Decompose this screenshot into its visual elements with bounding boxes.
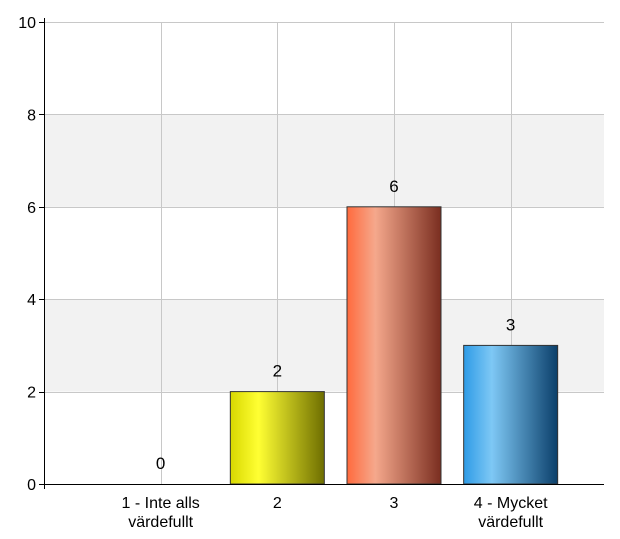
data-label: 3 (506, 315, 515, 334)
x-category-label: 3 (390, 495, 399, 512)
vertical-gridlines (161, 22, 512, 484)
bars (229, 206, 559, 485)
x-category-labels: 1 - Inte alls värdefullt 2 3 4 - Mycket värde… (122, 495, 549, 531)
y-tick-label: 10 (18, 15, 36, 32)
grid-band (44, 114, 604, 207)
data-label: 6 (389, 177, 398, 196)
x-category-label: 2 (273, 495, 282, 512)
data-label: 2 (273, 362, 282, 381)
x-category-label: 1 - Inte alls värdefullt (122, 495, 200, 531)
y-tick-label: 6 (27, 200, 36, 217)
y-tick-labels: 0 2 4 6 8 10 (18, 15, 36, 494)
horizontal-gridlines (44, 22, 604, 393)
bar (346, 206, 442, 485)
x-category-label: 4 - Mycket värdefullt (474, 495, 548, 531)
y-tick-label: 2 (27, 385, 36, 402)
bar (229, 391, 325, 485)
axes (39, 18, 604, 489)
y-tick-label: 0 (27, 477, 36, 494)
data-label: 0 (156, 454, 165, 473)
bar (463, 344, 559, 485)
y-tick-label: 4 (27, 292, 36, 309)
y-tick-label: 8 (27, 107, 36, 124)
data-labels: 0 2 6 3 (156, 177, 515, 473)
